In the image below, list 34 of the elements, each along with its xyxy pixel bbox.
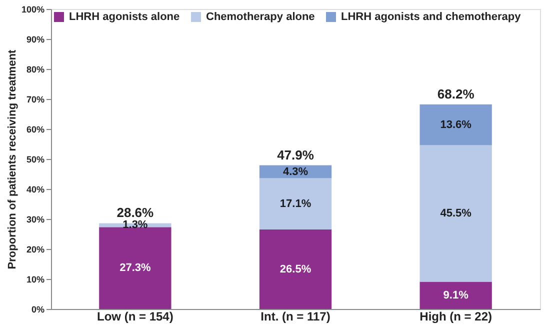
y-tick-label: 20% — [26, 244, 44, 254]
y-tick-label: 50% — [26, 154, 44, 164]
y-tick-label: 0% — [31, 304, 44, 314]
total-label: 28.6% — [116, 205, 154, 220]
legend-label: LHRH agonists and chemotherapy — [341, 11, 522, 23]
bar — [420, 145, 492, 282]
bar — [420, 282, 492, 309]
total-label: 68.2% — [437, 86, 475, 102]
y-tick-label: 80% — [26, 64, 44, 74]
data-label: 4.3% — [282, 166, 308, 178]
y-tick-label: 60% — [26, 124, 44, 134]
x-tick-label: Int. (n = 117) — [260, 310, 330, 324]
total-label: 47.9% — [277, 147, 314, 162]
legend-label: LHRH agonists alone — [69, 11, 180, 23]
bar — [99, 227, 172, 309]
y-tick-label: 100% — [21, 4, 44, 14]
bar — [259, 178, 332, 230]
data-label: 27.3% — [120, 262, 151, 274]
y-tick-label: 30% — [26, 214, 44, 224]
legend-label: Chemotherapy alone — [206, 11, 315, 23]
data-label: 9.1% — [443, 289, 469, 302]
data-label: 17.1% — [280, 198, 312, 210]
data-label: 13.6% — [440, 118, 472, 131]
data-label: 45.5% — [440, 207, 472, 220]
y-tick-label: 90% — [26, 34, 44, 44]
bar — [259, 230, 332, 309]
data-label: 26.5% — [280, 263, 312, 276]
y-tick-label: 70% — [26, 94, 44, 104]
x-tick-label: High (n = 22) — [420, 310, 492, 324]
y-axis-title: Proportion of patients receiving treatment — [6, 49, 18, 270]
y-tick-label: 10% — [26, 274, 44, 284]
bar — [420, 104, 492, 146]
x-tick-label: Low (n = 154) — [96, 310, 174, 324]
y-tick-label: 40% — [26, 184, 44, 194]
